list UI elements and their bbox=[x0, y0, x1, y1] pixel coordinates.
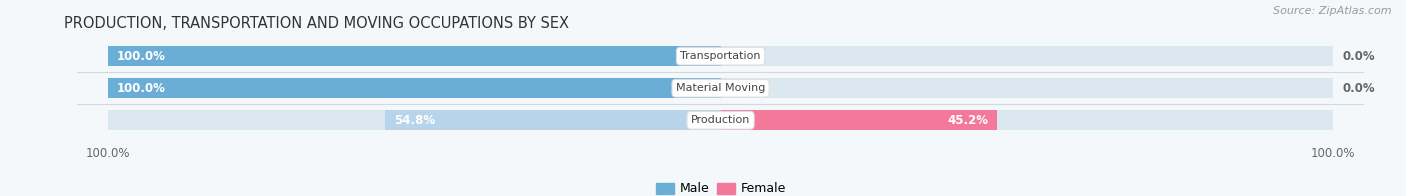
Bar bbox=[108, 46, 721, 66]
Text: 100.0%: 100.0% bbox=[117, 82, 166, 95]
Bar bbox=[108, 78, 721, 98]
Bar bbox=[721, 110, 997, 130]
Text: 0.0%: 0.0% bbox=[1343, 82, 1375, 95]
Text: Production: Production bbox=[690, 115, 751, 125]
Text: 0.0%: 0.0% bbox=[1343, 50, 1375, 63]
Legend: Male, Female: Male, Female bbox=[651, 178, 790, 196]
Text: 54.8%: 54.8% bbox=[394, 114, 436, 127]
Text: 100.0%: 100.0% bbox=[117, 50, 166, 63]
Text: Material Moving: Material Moving bbox=[676, 83, 765, 93]
Bar bbox=[721, 78, 1333, 98]
Text: PRODUCTION, TRANSPORTATION AND MOVING OCCUPATIONS BY SEX: PRODUCTION, TRANSPORTATION AND MOVING OC… bbox=[65, 16, 569, 31]
Bar bbox=[385, 110, 721, 130]
Bar bbox=[721, 110, 1333, 130]
Text: 45.2%: 45.2% bbox=[948, 114, 988, 127]
Bar bbox=[108, 78, 721, 98]
Bar bbox=[108, 46, 721, 66]
Text: Transportation: Transportation bbox=[681, 51, 761, 61]
Text: Source: ZipAtlas.com: Source: ZipAtlas.com bbox=[1274, 6, 1392, 16]
Bar bbox=[721, 46, 1333, 66]
Bar bbox=[108, 110, 721, 130]
